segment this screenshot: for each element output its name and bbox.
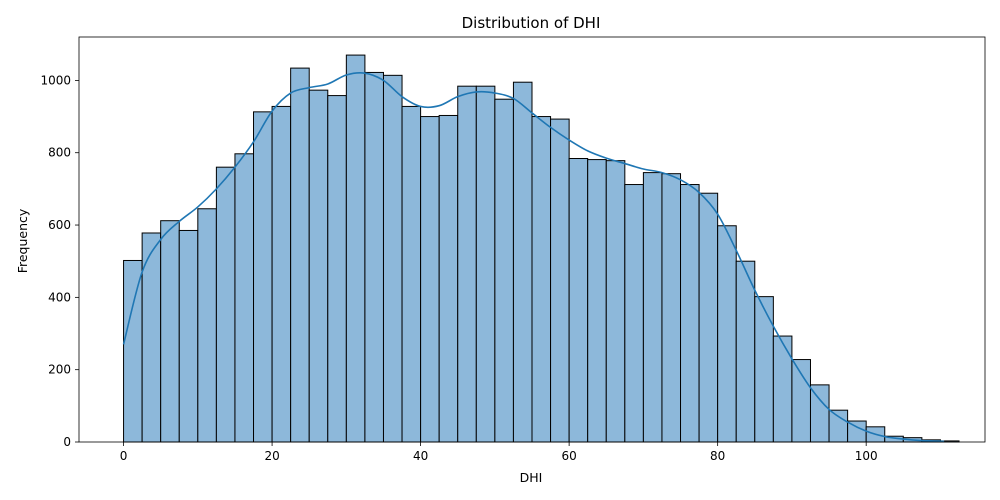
y-tick-label: 1000 <box>40 73 71 87</box>
histogram-bar <box>587 159 607 443</box>
y-tick-label: 600 <box>48 218 71 232</box>
histogram-bar <box>234 153 255 443</box>
histogram-bar <box>457 85 477 443</box>
histogram-bar <box>772 335 793 443</box>
histogram-bar <box>680 184 700 443</box>
x-tick-label: 20 <box>264 449 279 463</box>
kde-curve <box>122 72 945 443</box>
histogram-bar <box>698 192 719 443</box>
histogram-bar <box>401 105 422 443</box>
histogram-bar <box>197 208 217 443</box>
histogram-bar <box>735 260 756 443</box>
x-axis-ticks: 0 20 40 60 80 100 <box>120 442 878 463</box>
histogram-bar <box>215 166 236 443</box>
histogram-bar <box>494 98 514 443</box>
x-tick-label: 100 <box>855 449 878 463</box>
histogram-bar <box>512 81 533 443</box>
plot-frame <box>78 36 986 443</box>
histogram-bar <box>550 118 570 443</box>
histogram-bar <box>123 259 143 443</box>
histogram-bar <box>809 384 830 443</box>
histogram-bar <box>327 95 347 443</box>
histogram-bar <box>160 220 180 443</box>
histogram-bar <box>717 225 737 443</box>
histogram-bar <box>568 158 589 443</box>
histogram-bar <box>345 54 366 443</box>
histogram-bar <box>382 74 403 443</box>
histogram-bar <box>438 114 459 443</box>
x-tick-label: 40 <box>413 449 428 463</box>
x-tick-label: 60 <box>561 449 576 463</box>
histogram-bar <box>253 111 273 443</box>
chart-title: Distribution of DHI <box>462 14 601 32</box>
x-tick-label: 80 <box>710 449 725 463</box>
x-axis-label: DHI <box>520 470 543 485</box>
histogram-bar <box>754 296 774 443</box>
histogram-bar <box>828 409 849 443</box>
histogram-bar <box>791 359 811 443</box>
histogram-bars <box>123 54 960 443</box>
y-tick-label: 400 <box>48 290 71 304</box>
histogram-bar <box>605 160 626 443</box>
histogram-bar <box>475 85 496 443</box>
y-tick-label: 0 <box>63 435 71 449</box>
x-tick-label: 0 <box>120 449 128 463</box>
y-tick-label: 200 <box>48 363 71 377</box>
histogram-bar <box>308 89 329 443</box>
y-axis-ticks: 0 200 400 600 800 1000 <box>40 73 79 449</box>
histogram-bar <box>290 67 310 443</box>
histogram-bar <box>642 172 663 443</box>
histogram-bar <box>364 71 384 443</box>
y-axis-label: Frequency <box>15 208 30 273</box>
y-tick-label: 800 <box>48 146 71 160</box>
histogram-bar <box>271 105 292 443</box>
histogram-bar <box>531 116 552 443</box>
histogram-bar <box>178 229 199 443</box>
histogram-bar <box>420 116 440 443</box>
axes-frame <box>78 36 986 443</box>
histogram-bar <box>624 184 644 443</box>
histogram-bar <box>661 173 682 443</box>
